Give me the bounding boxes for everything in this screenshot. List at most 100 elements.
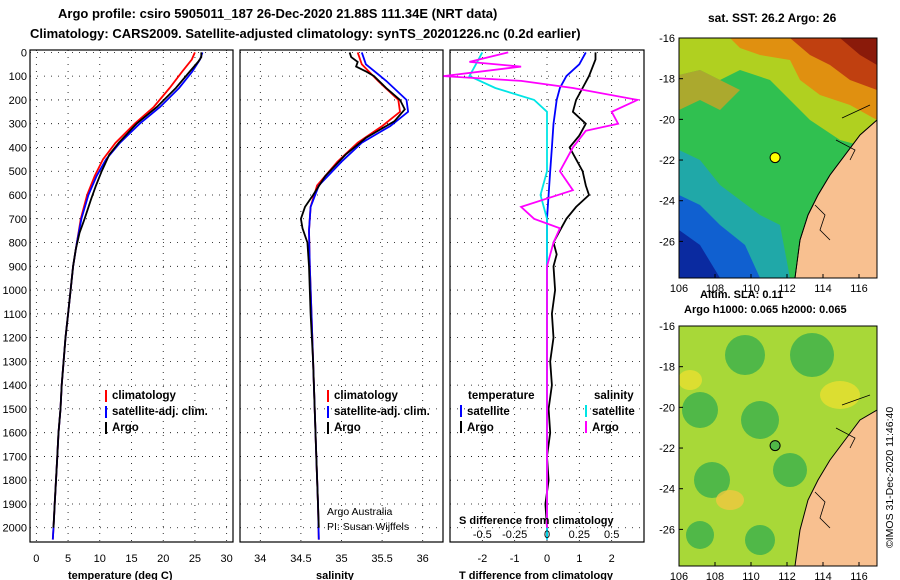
- map-y-tick-label: -22: [659, 155, 675, 167]
- credit-line-2: PI: Susan Wijffels: [327, 521, 409, 533]
- x-top-tick-label: 0.25: [569, 529, 590, 541]
- x-tick-layer: 0 5 10 15 20 25 30 34 34.5 35 35.5 36 -2 -1 0 1 2 -0.5 -0.…: [33, 529, 619, 565]
- map-x-tick-label: 116: [850, 283, 868, 295]
- x-tick-label: 5: [65, 553, 71, 565]
- salinity-xlabel: salinity: [316, 570, 355, 580]
- legend-argo-label: Argo: [334, 422, 361, 434]
- legend-temperature-heading: temperature: [468, 390, 534, 402]
- salinity-series-satellite: [308, 52, 410, 540]
- depth-tick-label: 600: [9, 190, 27, 202]
- legend-argo-label: Argo: [112, 422, 139, 434]
- difference-series-s-argo: [443, 51, 641, 528]
- depth-tick-label: 1500: [3, 404, 27, 416]
- x-tick-label: 34: [254, 553, 266, 565]
- x-tick-label: 35: [335, 553, 347, 565]
- depth-tick-label: 1700: [3, 451, 27, 463]
- map-y-tick-label: -18: [659, 74, 675, 86]
- depth-tick-label: 800: [9, 238, 27, 250]
- temperature-xlabel: temperature (deg C): [68, 570, 173, 580]
- x-top-tick-label: 0.5: [604, 529, 619, 541]
- map-x-tick-label: 112: [778, 571, 796, 580]
- x-tick-label: 0: [544, 553, 550, 565]
- data-layer: [51, 51, 641, 540]
- map-x-tick-label: 114: [814, 571, 832, 580]
- x-tick-label: 2: [609, 553, 615, 565]
- depth-tick-label: 1100: [3, 309, 27, 321]
- map-x-tick-label: 108: [706, 571, 724, 580]
- legend-climatology-label: climatology: [334, 390, 399, 402]
- difference-series-t-satellite: [546, 51, 587, 540]
- map-y-tick-label: -24: [659, 196, 675, 208]
- map-y-tick-label: -26: [659, 236, 675, 248]
- legend-t-argo-label: Argo: [467, 422, 494, 434]
- map-x-tick-label: 106: [670, 571, 688, 580]
- temperature-series-climatology: [51, 52, 196, 540]
- depth-tick-label: 1300: [3, 356, 27, 368]
- depth-tick-label: 1200: [3, 333, 27, 345]
- map-x-tick-label: 114: [814, 283, 832, 295]
- x-tick-label: 36: [417, 553, 429, 565]
- temperature-series-argo: [52, 52, 203, 528]
- x-tick-label: 25: [189, 553, 201, 565]
- map-y-tick-label: -16: [659, 321, 675, 333]
- map-x-tick-label: 110: [742, 571, 760, 580]
- sla-map-title-2: Argo h1000: 0.065 h2000: 0.065: [684, 304, 847, 316]
- x-tick-label: 10: [94, 553, 106, 565]
- legend-s-satellite-label: satellite: [592, 406, 635, 418]
- x-tick-label: 30: [221, 553, 233, 565]
- difference-series-s-satellite: [468, 51, 548, 540]
- map-x-tick-label: 110: [742, 283, 760, 295]
- difference-legend: temperature salinity satellite Argo sate…: [460, 390, 635, 434]
- map-x-tick-label: 108: [706, 283, 724, 295]
- difference-xlabel: T difference from climatology: [459, 570, 614, 580]
- x-top-tick-label: -0.25: [502, 529, 527, 541]
- depth-tick-label: 0: [21, 47, 27, 59]
- sst-argo-marker: [769, 152, 781, 164]
- map-axis-ticks: 106 108 110 112 114 116 -16 -18 -20 -22 -24 -26 106 1…: [659, 33, 868, 580]
- map-y-tick-label: -24: [659, 484, 675, 496]
- map-y-tick-label: -16: [659, 33, 675, 45]
- salinity-series-argo: [299, 52, 406, 528]
- x-top-tick-label: 0: [544, 529, 550, 541]
- legend-t-satellite-label: satellite: [467, 406, 510, 418]
- x-tick-label: 35.5: [371, 553, 392, 565]
- map-x-tick-label: 116: [850, 571, 868, 580]
- sla-argo-marker: [769, 440, 781, 452]
- x-tick-label: 15: [125, 553, 137, 565]
- difference-top-xlabel: S difference from climatology: [459, 515, 615, 527]
- legend-satellite-label: satellite-adj. clim.: [334, 406, 430, 418]
- imos-credit: ©IMOS 31-Dec-2020 11:46:40: [884, 407, 896, 548]
- depth-tick-label: 900: [9, 261, 27, 273]
- sla-map: [679, 326, 877, 566]
- depth-axis: 0 100 200 300 400 500 600 700 800 900 1000 1100 1200…: [3, 47, 27, 534]
- sst-map-title: sat. SST: 26.2 Argo: 26: [708, 11, 837, 25]
- x-tick-label: 0: [33, 553, 39, 565]
- salinity-legend: climatology satellite-adj. clim. Argo: [327, 390, 430, 434]
- map-y-tick-label: -26: [659, 524, 675, 536]
- x-tick-label: 34.5: [290, 553, 311, 565]
- map-y-tick-label: -20: [659, 402, 675, 414]
- legend-climatology-label: climatology: [112, 390, 177, 402]
- map-x-tick-label: 112: [778, 283, 796, 295]
- difference-series-t-argo: [544, 52, 597, 528]
- depth-tick-label: 500: [9, 166, 27, 178]
- depth-tick-label: 300: [9, 119, 27, 131]
- x-tick-label: 20: [157, 553, 169, 565]
- depth-tick-label: 1600: [3, 428, 27, 440]
- x-tick-label: -1: [510, 553, 520, 565]
- depth-tick-label: 1900: [3, 499, 27, 511]
- legend-s-argo-label: Argo: [592, 422, 619, 434]
- temperature-legend: climatology satellite-adj. clim. Argo: [105, 390, 208, 434]
- sla-map-frame: [678, 325, 878, 567]
- grid-layer: [30, 50, 644, 542]
- legend-satellite-label: satellite-adj. clim.: [112, 406, 208, 418]
- temperature-series-satellite: [51, 52, 204, 540]
- x-tick-label: 1: [576, 553, 582, 565]
- sst-map-frame: [678, 37, 878, 279]
- map-y-tick-label: -18: [659, 362, 675, 374]
- legend-salinity-heading: salinity: [594, 390, 634, 402]
- depth-tick-label: 1000: [3, 285, 27, 297]
- x-top-tick-label: -0.5: [473, 529, 492, 541]
- depth-tick-label: 1400: [3, 380, 27, 392]
